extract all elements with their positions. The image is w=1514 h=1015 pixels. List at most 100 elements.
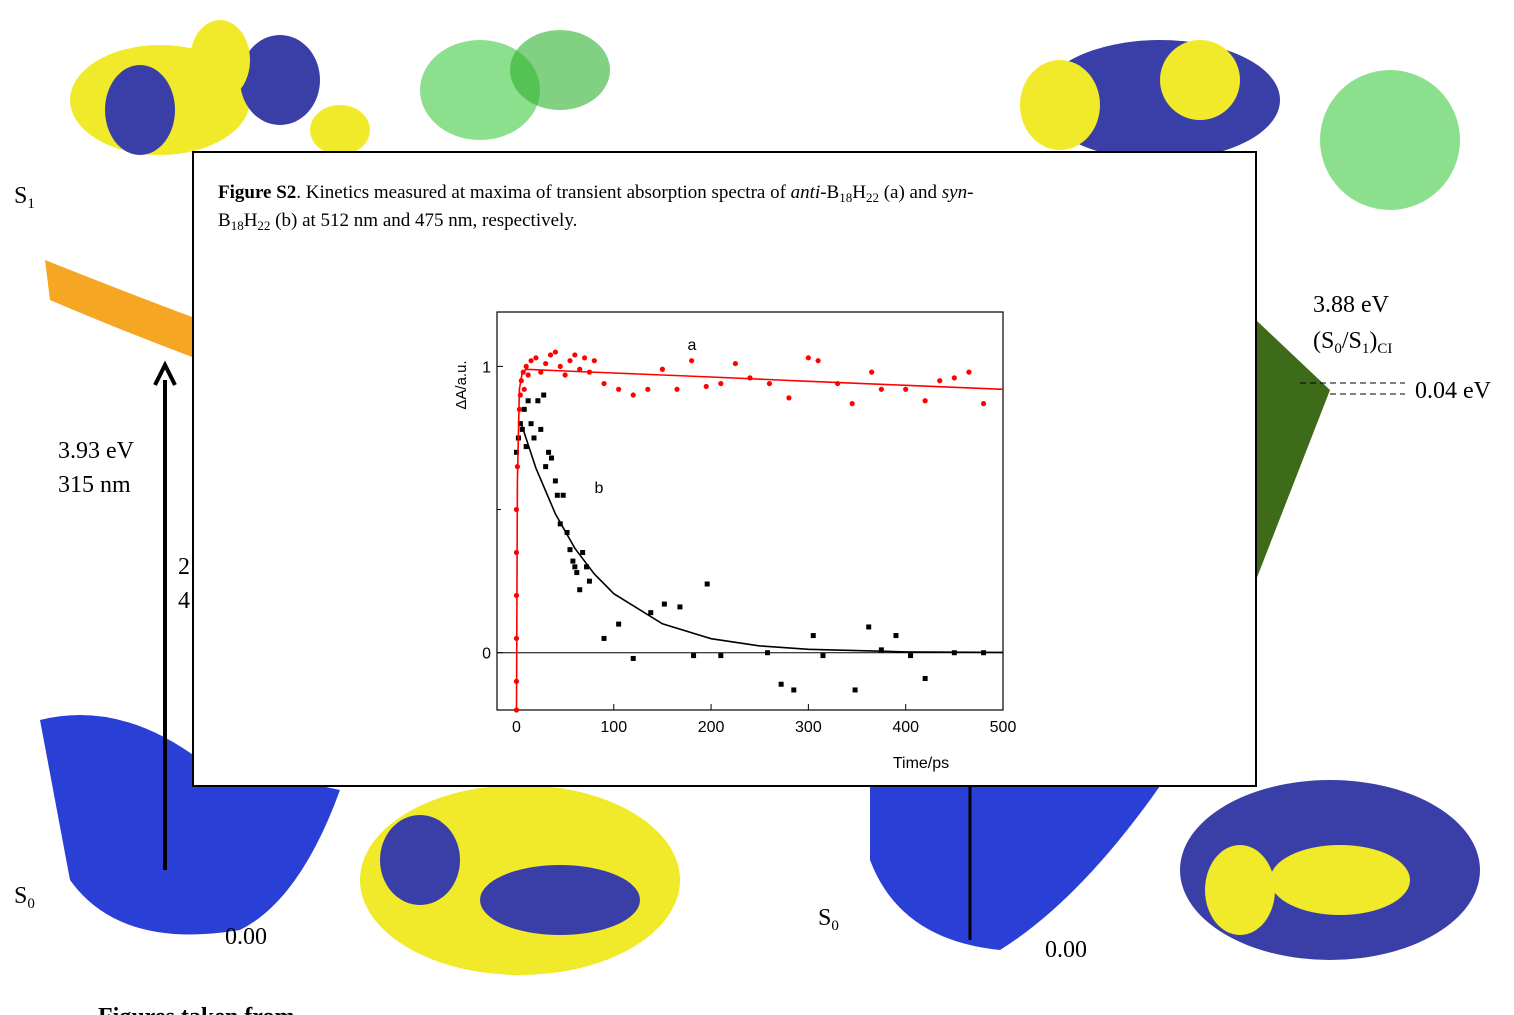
data-point [528, 421, 534, 427]
orbital [1020, 60, 1100, 150]
footer: Figures taken from [98, 1004, 294, 1015]
data-point [552, 349, 558, 355]
caption-part: -B [820, 182, 839, 203]
data-point [922, 398, 928, 404]
caption-line: B18H22 (b) at 512 nm and 475 nm, respect… [218, 210, 577, 233]
molecule [510, 30, 610, 110]
label-part: S [14, 883, 27, 909]
data-point [937, 378, 943, 384]
data-point [546, 449, 552, 455]
chart: Time/ps ΔA/a.u. 0 100 200 300 400 500 0 1 a b [453, 311, 1016, 772]
data-point [966, 369, 972, 375]
molecule [420, 40, 540, 140]
label-part: (S [1313, 328, 1334, 354]
data-point [718, 380, 724, 387]
data-point [580, 550, 586, 556]
caption-part: H [852, 182, 866, 203]
caption-part: H [244, 210, 258, 231]
data-point [778, 681, 784, 687]
data-point [577, 587, 583, 593]
label-part: ) [1369, 328, 1377, 354]
caption-part: B [218, 210, 231, 231]
fit-line [520, 423, 1004, 654]
data-point [849, 401, 855, 407]
data-point [572, 352, 578, 358]
data-point [538, 426, 544, 432]
data-point [541, 392, 547, 398]
orbital [190, 20, 250, 100]
data-point [630, 392, 636, 398]
label-part: 0 [831, 918, 839, 934]
data-point [574, 570, 580, 576]
data-point [543, 360, 549, 367]
plot-frame [496, 311, 1004, 711]
data-point [567, 358, 573, 364]
y-tick-label: 0 [482, 646, 491, 663]
caption-part: 18 [839, 190, 852, 205]
data-point [766, 380, 773, 387]
data-point [878, 647, 884, 653]
data-point [765, 650, 771, 656]
orbital [380, 815, 460, 905]
caption-part: anti [791, 182, 821, 203]
data-point [648, 610, 654, 616]
data-point [691, 653, 697, 659]
orbital [240, 35, 320, 125]
data-point [674, 386, 680, 392]
caption-part: 18 [231, 218, 244, 233]
y-tick-label: 1 [482, 359, 491, 376]
data-point [805, 355, 811, 361]
ci-label: (S0/S1)CI [1313, 328, 1392, 357]
data-point [570, 558, 576, 564]
data-point [584, 564, 590, 570]
surface [40, 715, 340, 935]
data-point [591, 358, 597, 364]
data-point [661, 601, 667, 607]
data-point [557, 363, 563, 370]
data-point [521, 386, 527, 392]
molecule [1320, 70, 1460, 210]
data-point [786, 395, 792, 401]
data-point [601, 635, 607, 641]
data-point [517, 421, 523, 427]
caption-line: Figure S2. Kinetics measured at maxima o… [218, 182, 973, 205]
figure-panel [192, 151, 1257, 787]
y-axis-label: ΔA/a.u. [453, 360, 470, 409]
data-point [815, 358, 821, 364]
label-part: CI [1377, 341, 1392, 357]
orbital [310, 105, 370, 155]
data-point [689, 358, 695, 364]
surface [870, 786, 1160, 950]
data-point [547, 352, 554, 358]
data-point [791, 687, 797, 693]
data-point [533, 355, 539, 361]
orbital [1160, 40, 1240, 120]
x-tick-label: 300 [795, 719, 822, 736]
label-part: 1 [1362, 341, 1370, 357]
label-part: /S [1342, 328, 1362, 354]
state-label: S1 [14, 183, 35, 212]
data-point [866, 624, 872, 630]
data-point [601, 380, 607, 387]
data-point [951, 375, 957, 381]
state-label: S0 [818, 905, 839, 934]
data-point [616, 386, 622, 392]
data-point [567, 547, 573, 553]
data-point [581, 355, 588, 361]
data-point [703, 383, 709, 390]
background-labels: S1 3.93 eV 315 nm 2 4 S0 0.00 3.88 eV (S… [14, 183, 1492, 1015]
data-point [980, 401, 987, 407]
data-point [718, 653, 724, 659]
x-tick-label: 100 [600, 719, 627, 736]
data-point [552, 478, 558, 484]
data-point [535, 398, 541, 404]
wavelength-label: 315 nm [58, 472, 131, 498]
data-point [564, 529, 570, 535]
data-point [521, 406, 527, 412]
data-point [903, 386, 909, 392]
data-point [922, 676, 928, 682]
caption-part: 22 [257, 218, 270, 233]
data-point [554, 492, 560, 498]
